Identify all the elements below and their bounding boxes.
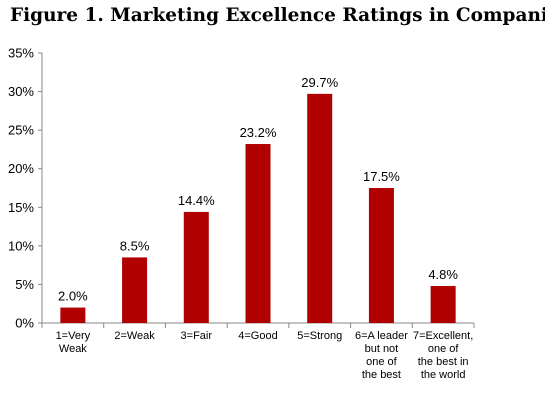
y-tick-label: 30% <box>8 84 34 99</box>
data-label: 2.0% <box>58 289 88 304</box>
bar <box>307 93 333 323</box>
x-category-label: 1=Very Weak <box>56 330 91 355</box>
x-category-label: 4=Good <box>238 330 277 342</box>
bar <box>183 211 209 323</box>
y-tick-label: 25% <box>8 123 34 138</box>
data-label: 17.5% <box>363 169 400 184</box>
data-label: 4.8% <box>428 267 458 282</box>
x-category-label: 6=A leader but not one of the best <box>355 330 408 381</box>
y-tick-label: 0% <box>15 316 34 331</box>
y-tick-label: 15% <box>8 200 34 215</box>
y-tick-label: 5% <box>15 277 34 292</box>
bar <box>245 144 271 323</box>
figure-title: Figure 1. Marketing Excellence Ratings i… <box>10 5 545 26</box>
bar <box>430 285 456 323</box>
data-label: 29.7% <box>301 75 338 90</box>
bar <box>122 257 148 323</box>
y-tick-label: 35% <box>8 46 34 61</box>
y-tick-label: 10% <box>8 238 34 253</box>
y-tick-label: 20% <box>8 161 34 176</box>
data-label: 23.2% <box>240 125 277 140</box>
x-category-label: 7=Excellent, one of the best in the world <box>413 330 473 381</box>
x-category-label: 5=Strong <box>297 330 342 342</box>
x-category-label: 3=Fair <box>181 330 213 342</box>
x-category-label: 2=Weak <box>114 330 155 342</box>
data-label: 8.5% <box>120 238 150 253</box>
bar <box>60 307 86 323</box>
bar <box>368 188 394 323</box>
data-label: 14.4% <box>178 193 215 208</box>
